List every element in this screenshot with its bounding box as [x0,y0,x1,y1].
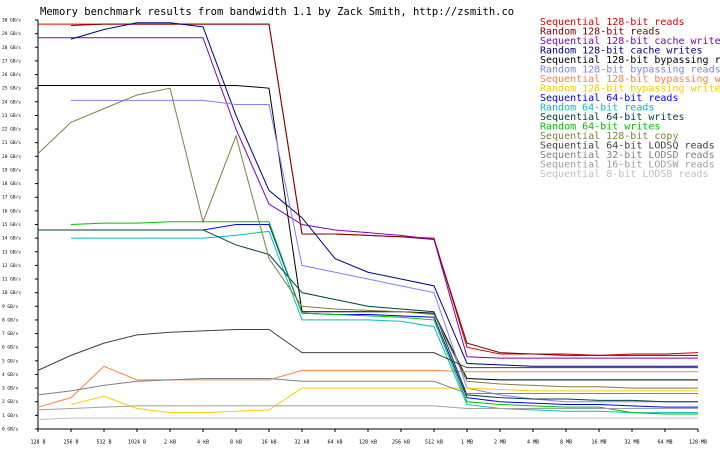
x-tick-label: 512 kB [425,440,443,446]
legend-entry: Random 128-bit bypassing reads [540,65,720,76]
legend-entry: Sequential 128-bit bypassing writes [540,74,720,85]
series-line [37,417,698,420]
y-tick-label: 27 GB/s [2,58,21,64]
legend-entry: Sequential 8-bit LODSB reads [540,169,709,180]
series-line [71,99,698,403]
series-line [37,87,698,389]
legend-entry: Sequential 128-bit bypassing reads [540,55,720,66]
legend-entry: Sequential 128-bit copy [540,131,678,142]
y-tick-label: 28 GB/s [2,45,21,51]
y-tick-label: 30 GB/s [2,18,21,24]
series-line [38,37,698,359]
x-tick-label: 128 B [30,440,45,446]
series-line [70,22,698,367]
y-tick-label: 23 GB/s [2,113,21,119]
y-tick-label: 12 GB/s [2,263,21,269]
series-line [37,365,698,408]
y-tick-label: 6 GB/s [2,345,19,351]
y-tick-label: 8 GB/s [2,317,19,323]
legend-entry: Random 128-bit bypassing writes [540,84,720,95]
y-tick-label: 7 GB/s [2,331,19,337]
y-tick-label: 26 GB/s [2,72,21,78]
y-tick-label: 25 GB/s [2,86,21,92]
series-line [70,387,698,414]
x-tick-label: 1024 B [128,440,146,446]
legend-entry: Random 64-bit writes [540,122,660,133]
x-tick-label: 16 MB [591,440,606,446]
y-tick-label: 0 GB/s [2,427,19,433]
x-tick-label: 2 kB [164,440,176,446]
chart-title: Memory benchmark results from bandwidth … [40,6,514,18]
y-tick-label: 22 GB/s [2,127,21,133]
x-tick-label: 4 kB [197,440,209,446]
y-tick-label: 21 GB/s [2,140,21,146]
legend-entry: Sequential 64-bit reads [540,93,678,104]
series-line [70,23,698,356]
y-tick-label: 13 GB/s [2,249,21,255]
legend-entry: Sequential 32-bit LODSD reads [540,150,715,161]
series-line [38,229,698,403]
x-tick-label: 8 kB [230,440,242,446]
x-tick-label: 64 kB [327,440,342,446]
y-tick-label: 29 GB/s [2,31,21,37]
series-line [37,328,698,371]
legend-entry: Random 128-bit reads [540,27,660,38]
x-tick-label: 8 MB [560,440,572,446]
y-tick-label: 5 GB/s [2,358,19,364]
y-tick-label: 1 GB/s [2,413,19,419]
y-tick-label: 10 GB/s [2,290,21,296]
y-tick-label: 9 GB/s [2,304,19,310]
series-line [70,221,698,415]
legend-entry: Random 128-bit cache writes [540,46,703,57]
y-tick-label: 2 GB/s [2,399,19,405]
y-tick-label: 14 GB/s [2,236,21,242]
y-tick-label: 15 GB/s [2,222,21,228]
series-line [71,230,698,414]
x-tick-label: 512 B [96,440,111,446]
y-tick-label: 17 GB/s [2,195,21,201]
x-tick-label: 64 MB [657,440,672,446]
x-tick-label: 256 B [63,440,78,446]
legend-entry: Sequential 128-bit cache writes [540,36,720,47]
y-tick-label: 24 GB/s [2,99,21,105]
legend-entry: Random 64-bit reads [540,103,654,114]
x-tick-label: 32 kB [294,440,309,446]
series-line [37,378,698,396]
y-tick-label: 19 GB/s [2,167,21,173]
series-line [37,405,698,411]
y-tick-label: 4 GB/s [2,372,19,378]
x-tick-label: 2 MB [494,440,506,446]
series-line [38,84,698,381]
legend-entry: Sequential 16-bit LODSW reads [540,160,715,171]
x-tick-label: 1 MB [461,440,473,446]
y-tick-label: 20 GB/s [2,154,21,160]
x-tick-label: 16 kB [261,440,276,446]
x-tick-label: 128 kB [359,440,377,446]
x-tick-label: 256 kB [392,440,410,446]
y-tick-label: 18 GB/s [2,181,21,187]
y-tick-label: 16 GB/s [2,208,21,214]
x-tick-label: 128 MB [689,440,707,446]
legend-entry: Sequential 128-bit reads [540,17,685,28]
y-tick-label: 3 GB/s [2,386,19,392]
x-tick-label: 4 MB [527,440,539,446]
legend-entry: Sequential 64-bit LODSQ reads [540,141,715,152]
legend-entry: Sequential 64-bit writes [540,112,685,123]
y-tick-label: 11 GB/s [2,277,21,283]
x-tick-label: 32 MB [624,440,639,446]
